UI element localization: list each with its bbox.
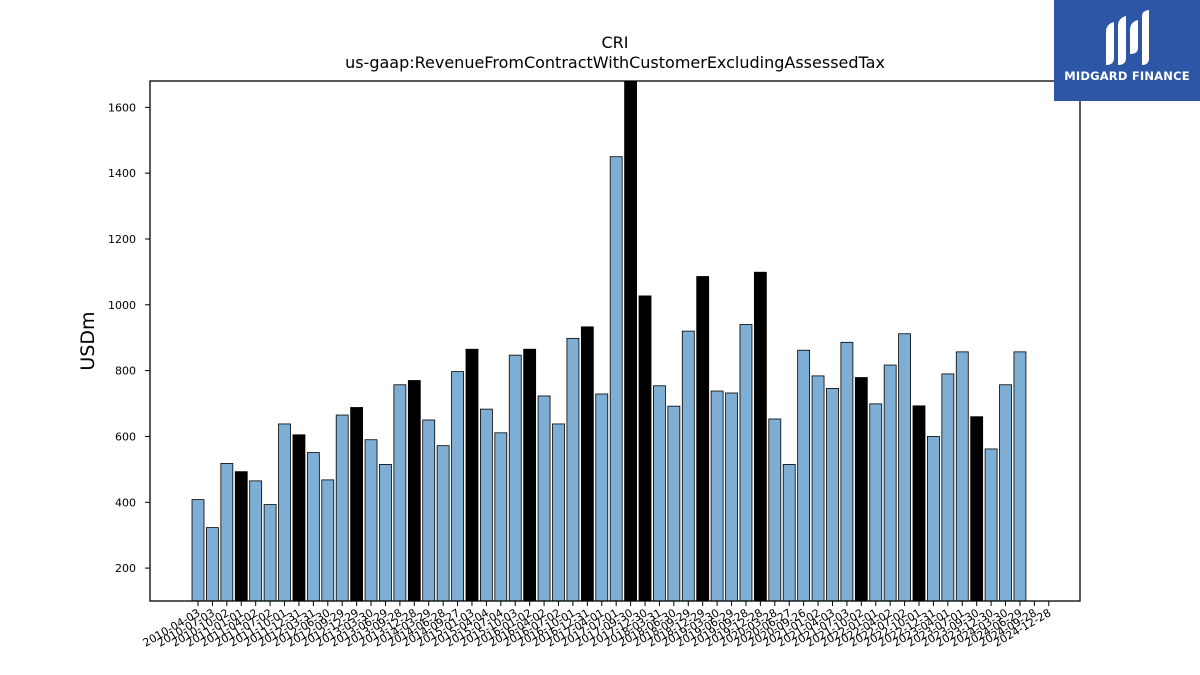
bar-2022-01-01 <box>869 403 883 602</box>
bar-2016-10-01 <box>566 337 580 602</box>
bar-2018-03-31 <box>653 385 666 602</box>
bar-2017-12-30 <box>638 295 652 602</box>
bar-2011-01-01 <box>234 471 248 602</box>
bar-2018-06-30 <box>667 405 681 602</box>
bar-2011-10-01 <box>278 423 291 602</box>
y-tick-label: 400 <box>115 496 136 509</box>
bar-2022-10-01 <box>912 405 926 602</box>
bar-2018-09-29 <box>681 330 695 602</box>
brand-logo: MIDGARD FINANCE <box>1054 0 1200 101</box>
bar-2019-09-28 <box>739 324 753 602</box>
bar-2016-04-02 <box>537 395 551 602</box>
y-tick-label: 600 <box>115 430 136 443</box>
bar-2012-03-31 <box>306 452 320 602</box>
logo-text: MIDGARD FINANCE <box>1064 69 1190 83</box>
bar-2019-12-28 <box>753 271 767 602</box>
bar-2023-12-30 <box>984 448 998 602</box>
bar-2024-06-29 <box>1013 351 1027 602</box>
bar-2018-12-29 <box>696 276 710 602</box>
x-axis: 2010-04-032010-07-032010-10-022011-01-01… <box>141 601 1053 650</box>
bar-2014-09-27 <box>451 371 464 602</box>
bar-2019-06-29 <box>725 392 738 602</box>
midgard-logo-icon <box>1106 10 1149 65</box>
bar-2015-07-04 <box>494 432 508 602</box>
bar-2012-12-29 <box>350 407 364 602</box>
bar-2013-03-30 <box>364 439 378 602</box>
bar-2014-06-28 <box>436 445 450 602</box>
chart-title: CRI <box>601 33 628 52</box>
y-tick-label: 200 <box>115 562 136 575</box>
y-tick-label: 1600 <box>108 101 136 114</box>
bar-2016-01-02 <box>523 348 537 602</box>
bar-2017-07-01 <box>609 156 623 602</box>
bar-2011-12-31 <box>292 434 306 602</box>
bar-2010-07-03 <box>206 527 219 602</box>
bar-2023-09-30 <box>970 416 984 602</box>
chart-subtitle: us-gaap:RevenueFromContractWithCustomerE… <box>345 53 885 72</box>
bar-2022-07-02 <box>898 333 911 602</box>
bar-2015-10-03 <box>508 354 522 602</box>
bar-2021-07-03 <box>840 341 854 602</box>
bar-2015-01-03 <box>465 348 479 602</box>
y-tick-label: 1200 <box>108 233 136 246</box>
bar-2010-04-03 <box>191 499 205 602</box>
bar-2015-04-04 <box>479 408 493 602</box>
bar-2012-09-29 <box>335 414 349 602</box>
bar-2012-06-30 <box>321 479 335 602</box>
bar-2021-04-03 <box>826 387 839 602</box>
bar-2021-10-02 <box>854 377 868 602</box>
bar-2013-06-29 <box>379 464 392 602</box>
y-axis: 200 400 600 800 1000 1200 1400 1600 <box>108 101 150 575</box>
bar-2010-10-02 <box>220 463 234 602</box>
y-axis-label: USDm <box>77 311 99 370</box>
bar-2016-07-02 <box>552 423 565 602</box>
plot-frame <box>149 80 1081 602</box>
bars-group <box>191 80 1027 602</box>
bar-2023-04-01 <box>941 373 955 602</box>
bar-2017-04-01 <box>595 393 609 602</box>
bar-2022-04-02 <box>883 364 897 602</box>
bar-2023-07-01 <box>955 351 969 602</box>
bar-2017-09-30 <box>624 80 637 602</box>
bar-2016-12-31 <box>580 326 594 602</box>
bar-2022-12-31 <box>927 436 940 602</box>
bar-2020-09-26 <box>797 349 811 602</box>
bar-2024-03-30 <box>999 384 1012 602</box>
bar-2013-12-28 <box>407 380 421 602</box>
bar-2014-03-29 <box>422 419 436 602</box>
bar-2013-09-28 <box>393 384 407 602</box>
bar-2019-03-30 <box>710 390 724 602</box>
y-tick-label: 1400 <box>108 167 136 180</box>
bar-2020-06-27 <box>782 464 796 602</box>
bar-2011-04-02 <box>249 480 263 602</box>
y-tick-label: 800 <box>115 365 136 378</box>
bar-2021-01-02 <box>811 375 825 602</box>
bar-2011-07-02 <box>263 504 277 602</box>
bar-2020-03-28 <box>768 418 782 602</box>
y-tick-label: 1000 <box>108 299 136 312</box>
